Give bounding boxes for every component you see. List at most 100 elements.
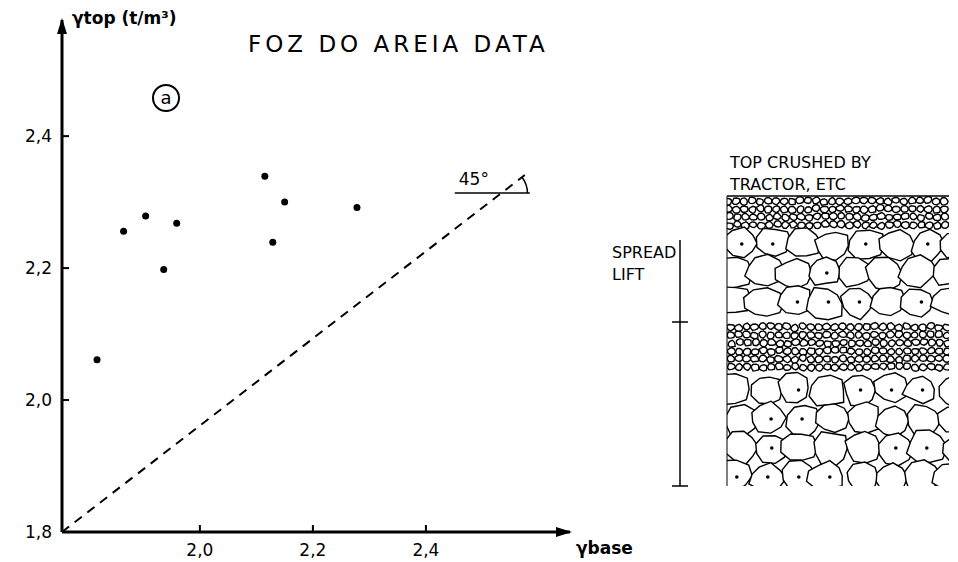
rock: [809, 257, 840, 285]
gravel: [944, 340, 949, 347]
gravel: [740, 198, 747, 205]
gravel: [853, 221, 861, 228]
gravel: [823, 356, 830, 362]
gravel: [773, 206, 780, 213]
gravel: [895, 331, 903, 338]
gravel: [775, 363, 783, 370]
gravel: [877, 222, 885, 229]
gravel: [759, 331, 766, 338]
gravel: [910, 213, 917, 220]
gravel: [941, 213, 948, 220]
gravel: [943, 324, 949, 331]
x-tick-label: 2,2: [299, 540, 326, 560]
gravel: [943, 348, 949, 355]
gravel: [759, 365, 767, 371]
gravel: [933, 214, 940, 221]
gravel: [815, 333, 822, 340]
diagram-lift-label: SPREAD: [612, 243, 676, 262]
gravel: [807, 324, 815, 330]
gravel: [862, 222, 869, 229]
rock-dot: [770, 446, 774, 450]
rock: [809, 375, 844, 406]
gravel: [768, 339, 776, 345]
gravel: [848, 363, 856, 370]
gravel: [927, 331, 934, 338]
gravel: [888, 348, 895, 354]
rock: [902, 376, 934, 404]
gravel: [757, 199, 764, 206]
gravel: [751, 356, 759, 362]
y-tick-label: 1,8: [25, 522, 52, 542]
gravel: [735, 355, 743, 362]
gravel: [782, 221, 790, 228]
gravel: [901, 222, 909, 229]
gravel: [871, 332, 879, 338]
gravel: [840, 347, 847, 353]
gravel: [783, 348, 791, 355]
y-tick-label: 2,4: [25, 126, 52, 146]
reference-line: [62, 175, 525, 532]
gravel: [900, 198, 907, 205]
gravel: [735, 364, 742, 371]
gravel: [743, 363, 751, 370]
gravel: [847, 356, 854, 362]
gravel: [868, 197, 876, 204]
gravel: [916, 197, 924, 203]
gravel: [797, 206, 804, 214]
gravel: [813, 213, 821, 220]
gravel: [887, 323, 895, 330]
gravel: [808, 339, 815, 345]
gravel: [829, 206, 836, 212]
gravel: [901, 213, 909, 220]
dimension-tick: [672, 321, 688, 323]
gravel: [767, 332, 774, 339]
gravel: [808, 364, 815, 371]
y-axis: [61, 20, 64, 532]
rock-dot: [735, 475, 739, 479]
point: [261, 173, 268, 180]
gravel: [766, 221, 774, 228]
gravel: [856, 349, 863, 355]
gravel: [869, 214, 877, 220]
gravel: [929, 339, 936, 346]
gravel: [863, 364, 871, 370]
gravel: [815, 348, 823, 355]
gravel: [816, 364, 824, 371]
gravel: [903, 323, 910, 329]
gravel: [824, 364, 831, 370]
gravel: [799, 323, 806, 330]
gravel: [775, 323, 782, 330]
gravel: [885, 222, 893, 229]
gravel: [824, 341, 831, 347]
gravel: [847, 324, 854, 331]
gravel: [767, 323, 775, 329]
gravel: [766, 214, 774, 221]
y-tick: [62, 135, 69, 137]
gravel: [903, 332, 910, 339]
gravel: [776, 340, 784, 347]
gravel: [792, 339, 800, 346]
rock: [727, 374, 749, 405]
gravel: [912, 355, 920, 362]
gravel: [853, 213, 861, 220]
dimension-tick: [672, 485, 688, 487]
gravel: [791, 356, 798, 363]
rock: [932, 464, 949, 486]
y-arrow: [57, 18, 67, 34]
gravel: [812, 205, 819, 212]
rock: [930, 288, 949, 315]
gravel: [791, 333, 798, 340]
gravel: [918, 215, 925, 222]
gravel: [896, 348, 903, 355]
gravel: [757, 205, 764, 212]
gravel: [919, 355, 927, 361]
rock: [749, 463, 786, 486]
gravel: [792, 348, 800, 355]
gravel: [780, 198, 788, 205]
rock: [879, 230, 914, 261]
gravel: [860, 206, 868, 213]
gravel: [728, 340, 735, 347]
rock-dot: [858, 300, 862, 304]
rock-dot: [920, 300, 924, 304]
rock: [907, 430, 948, 463]
